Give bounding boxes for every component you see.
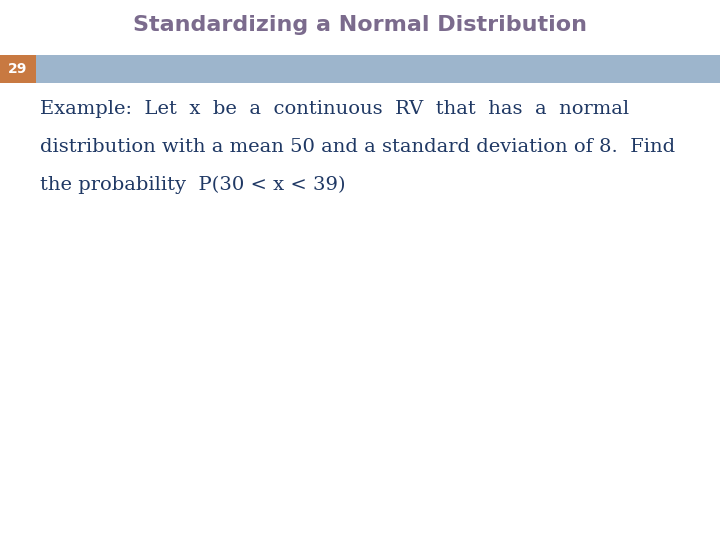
Bar xyxy=(0,55,36,83)
Text: the probability  P(30 < x < 39): the probability P(30 < x < 39) xyxy=(40,176,346,194)
Text: 29: 29 xyxy=(9,62,27,76)
Text: Example:  Let  x  be  a  continuous  RV  that  has  a  normal: Example: Let x be a continuous RV that h… xyxy=(40,100,629,118)
Text: Standardizing a Normal Distribution: Standardizing a Normal Distribution xyxy=(133,15,587,35)
Text: distribution with a mean 50 and a standard deviation of 8.  Find: distribution with a mean 50 and a standa… xyxy=(40,138,675,156)
Bar xyxy=(0,55,720,83)
